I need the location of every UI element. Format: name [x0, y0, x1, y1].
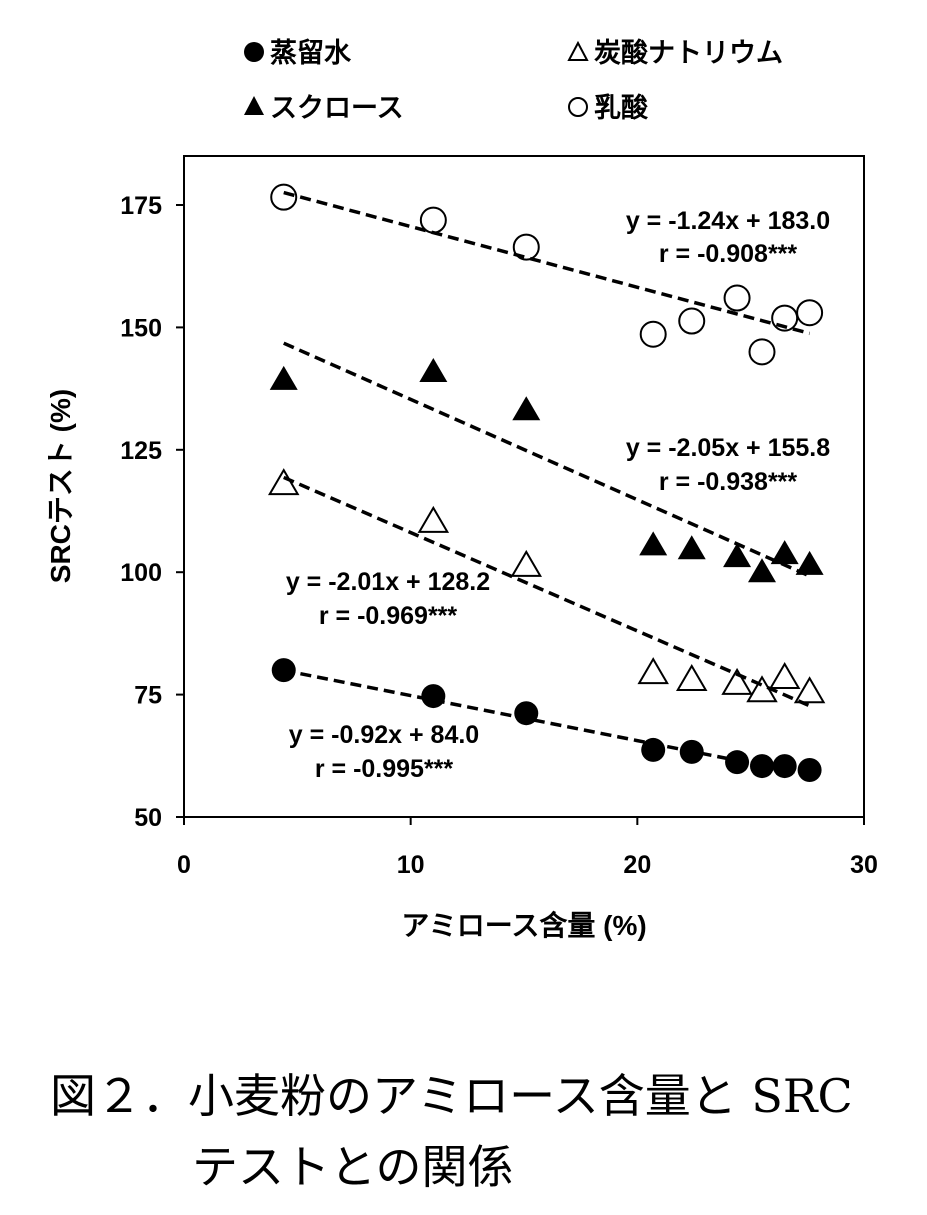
fit-annotations: y = -1.24x + 183.0 r = -0.908*** y = -2.…: [286, 207, 830, 783]
data-point: [421, 684, 446, 709]
data-point: [679, 739, 704, 764]
data-point: [639, 531, 668, 556]
data-point: [675, 664, 708, 691]
data-point: [746, 675, 778, 703]
x-tick-label: 0: [177, 851, 191, 879]
data-point: [512, 396, 541, 421]
x-tick-label: 30: [850, 851, 878, 879]
data-point: [721, 667, 753, 695]
legend-label-sucrose: スクロース: [270, 93, 404, 123]
data-point: [723, 543, 752, 568]
legend: 蒸留水 炭酸ナトリウム スクロース 乳酸: [244, 38, 783, 123]
data-point: [270, 183, 298, 211]
plot-area: [183, 155, 865, 818]
legend-marker-na2co3: [567, 40, 589, 61]
regression-line: [283, 668, 810, 777]
fit-r-lactic: r = -0.908***: [659, 240, 798, 268]
fit-equation-water: y = -0.92x + 84.0: [289, 721, 479, 749]
x-tick-label: 10: [397, 851, 425, 879]
data-point: [271, 658, 296, 683]
legend-label-lactic: 乳酸: [594, 93, 649, 123]
data-point: [750, 754, 774, 779]
caption-line-2: テストとの関係: [192, 1140, 514, 1194]
data-point: [512, 233, 540, 261]
data-point: [796, 299, 824, 327]
y-tick-label: 125: [120, 437, 162, 465]
legend-label-na2co3: 炭酸ナトリウム: [594, 38, 783, 68]
y-tick-label: 75: [134, 682, 162, 710]
data-point: [514, 701, 539, 726]
data-point: [637, 657, 669, 685]
y-tick-label: 50: [134, 804, 162, 832]
data-point: [723, 284, 751, 312]
fit-r-sucrose: r = -0.938***: [659, 468, 798, 496]
caption-line-1: 図２．小麦粉のアミロース含量と SRC: [50, 1069, 853, 1123]
data-point: [641, 737, 666, 762]
x-tick-label: 20: [623, 851, 651, 879]
data-point: [725, 750, 750, 775]
data-point: [678, 307, 706, 335]
data-point: [748, 338, 776, 366]
data-point: [771, 304, 799, 332]
legend-label-water: 蒸留水: [270, 38, 352, 68]
x-axis-label: アミロース含量 (%): [401, 909, 646, 941]
fit-r-water: r = -0.995***: [315, 755, 454, 783]
fit-r-na2co3: r = -0.969***: [319, 602, 458, 630]
data-point: [748, 558, 776, 583]
y-tick-label: 175: [120, 192, 162, 220]
regression-line: [283, 475, 811, 708]
data-point: [510, 549, 543, 577]
fit-equation-sucrose: y = -2.05x + 155.8: [626, 434, 830, 462]
data-point: [419, 358, 448, 383]
data-point: [768, 662, 801, 690]
data-point: [770, 540, 799, 565]
data-point: [417, 505, 450, 533]
y-axis-label: SRCテスト (%): [45, 389, 76, 583]
fit-equation-na2co3: y = -2.01x + 128.2: [286, 568, 490, 596]
data-point: [269, 365, 298, 390]
data-point: [639, 320, 667, 348]
regression-line: [283, 190, 811, 336]
data-point: [793, 676, 826, 704]
data-point: [795, 550, 824, 575]
fit-equation-lactic: y = -1.24x + 183.0: [626, 207, 830, 235]
regression-line: [283, 341, 811, 578]
data-point: [677, 535, 706, 560]
data-point: [797, 757, 822, 782]
y-tick-label: 150: [120, 314, 162, 342]
data-point: [419, 206, 447, 234]
data-point: [772, 754, 797, 779]
legend-marker-sucrose: [244, 96, 264, 115]
legend-marker-water: [244, 42, 264, 62]
legend-marker-lactic: [568, 97, 588, 117]
data-point: [267, 468, 300, 496]
y-tick-label: 100: [120, 559, 162, 587]
